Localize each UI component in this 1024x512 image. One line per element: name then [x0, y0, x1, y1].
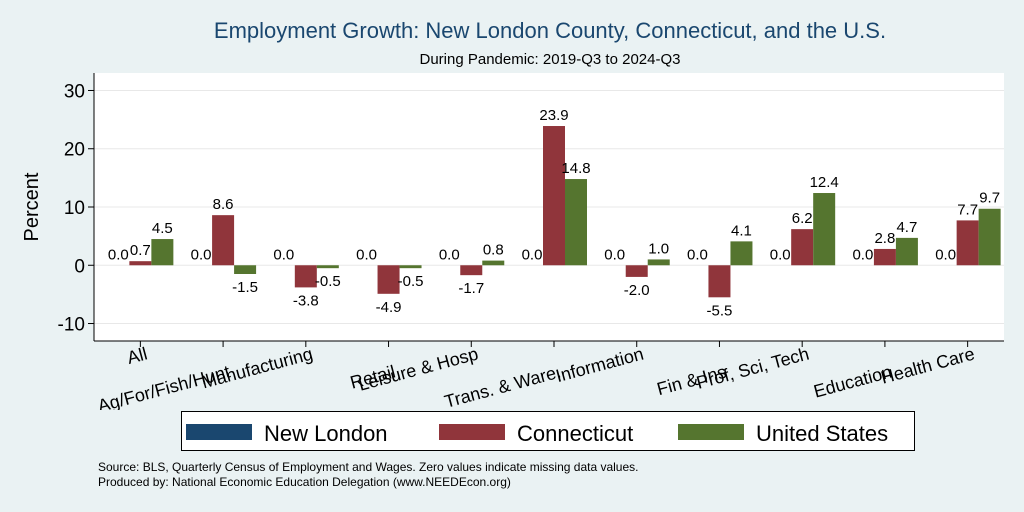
chart-subtitle: During Pandemic: 2019-Q3 to 2024-Q3	[419, 51, 681, 68]
data-label-connecticut-fin-ins: -5.5	[707, 302, 733, 319]
bar-connecticut-retail	[377, 265, 400, 294]
bar-united-states-manufacturing	[316, 265, 339, 269]
data-label-new-london-education: 0.0	[852, 246, 873, 263]
data-label-connecticut-information: -2.0	[624, 282, 650, 299]
y-tick-label: -10	[58, 315, 85, 336]
data-label-new-london-prof-sci-tech: 0.0	[770, 246, 791, 263]
bar-connecticut-information	[625, 265, 648, 277]
bar-united-states-retail	[399, 265, 422, 269]
data-label-united-states-trans-ware: 14.8	[561, 160, 590, 177]
bar-united-states-trans-ware	[565, 179, 587, 266]
bar-united-states-prof-sci-tech	[813, 193, 836, 266]
data-label-united-states-retail: -0.5	[398, 273, 424, 290]
data-label-new-london-leisure-hosp: 0.0	[439, 246, 460, 263]
y-tick-label: 20	[64, 140, 85, 161]
data-label-connecticut-leisure-hosp: -1.7	[458, 280, 484, 297]
data-label-united-states-ag-for-fish-hunt: -1.5	[232, 279, 258, 296]
data-label-connecticut-manufacturing: -3.8	[293, 292, 319, 309]
data-label-united-states-all: 4.5	[152, 220, 173, 237]
data-label-new-london-manufacturing: 0.0	[273, 246, 294, 263]
bar-connecticut-fin-ins	[708, 265, 731, 298]
x-tick-label-all: All	[125, 344, 150, 368]
data-label-connecticut-ag-for-fish-hunt: 8.6	[213, 196, 234, 213]
data-label-connecticut-prof-sci-tech: 6.2	[792, 210, 813, 227]
data-label-united-states-prof-sci-tech: 12.4	[810, 174, 839, 191]
bar-connecticut-health-care	[956, 220, 979, 266]
bar-united-states-ag-for-fish-hunt	[234, 265, 257, 274]
y-tick-label: 0	[74, 256, 85, 277]
x-tick-label-prof-sci-tech: Prof, Sci, Tech	[694, 344, 811, 393]
data-label-connecticut-all: 0.7	[130, 242, 151, 259]
bar-united-states-leisure-hosp	[482, 260, 505, 266]
bar-united-states-information	[647, 259, 670, 266]
bar-connecticut-manufacturing	[294, 265, 317, 288]
data-label-new-london-ag-for-fish-hunt: 0.0	[191, 246, 212, 263]
bar-connecticut-ag-for-fish-hunt	[212, 215, 235, 266]
bar-connecticut-leisure-hosp	[460, 265, 483, 276]
data-label-new-london-trans-ware: 0.0	[522, 246, 543, 263]
x-tick-label-manufacturing: Manufacturing	[199, 344, 314, 393]
data-label-connecticut-education: 2.8	[874, 230, 895, 247]
data-label-connecticut-health-care: 7.7	[957, 201, 978, 218]
chart-title: Employment Growth: New London County, Co…	[213, 18, 887, 43]
data-label-connecticut-trans-ware: 23.9	[539, 107, 568, 124]
data-label-new-london-all: 0.0	[108, 246, 129, 263]
data-label-united-states-leisure-hosp: 0.8	[483, 242, 504, 259]
bar-united-states-fin-ins	[730, 241, 753, 266]
data-label-united-states-education: 4.7	[896, 219, 917, 236]
data-label-united-states-health-care: 9.7	[979, 190, 1000, 207]
legend-swatch-new-london	[186, 424, 252, 440]
bar-united-states-health-care	[978, 208, 1001, 266]
data-label-united-states-manufacturing: -0.5	[315, 273, 341, 290]
data-label-united-states-information: 1.0	[648, 240, 669, 257]
bars	[129, 126, 1001, 298]
bar-united-states-education	[895, 237, 918, 266]
legend-swatch-united-states	[678, 424, 744, 440]
y-tick-label: 10	[64, 198, 85, 219]
produced-by-note: Produced by: National Economic Education…	[98, 475, 511, 489]
y-tick-label: 30	[64, 81, 85, 102]
x-tick-label-trans-ware: Trans. & Ware.	[442, 362, 563, 410]
legend-label-new-london: New London	[264, 421, 388, 446]
bar-united-states-all	[151, 239, 174, 266]
y-axis-label: Percent	[21, 172, 43, 241]
x-tick-label-information: Information	[554, 344, 646, 387]
source-note: Source: BLS, Quarterly Census of Employm…	[98, 460, 639, 474]
data-label-new-london-retail: 0.0	[356, 246, 377, 263]
legend: New London Connecticut United States	[181, 411, 915, 451]
bar-connecticut-education	[873, 248, 896, 266]
legend-label-connecticut: Connecticut	[517, 421, 634, 446]
legend-label-united-states: United States	[756, 421, 889, 446]
y-ticks: -10 0 10 20 30	[58, 81, 94, 336]
data-labels: 0.0 0.74.50.08.6-1.50.0-3.8-0.50.0-4.9-0.…	[108, 107, 1000, 319]
data-label-new-london-information: 0.0	[604, 246, 625, 263]
bar-connecticut-all	[129, 261, 152, 266]
x-tick-label-health-care: Health Care	[879, 344, 977, 388]
data-label-new-london-health-care: 0.0	[935, 246, 956, 263]
legend-swatch-connecticut	[439, 424, 505, 440]
data-label-united-states-fin-ins: 4.1	[731, 222, 752, 239]
data-label-new-london-fin-ins: 0.0	[687, 246, 708, 263]
data-label-connecticut-retail: -4.9	[376, 299, 402, 316]
bar-connecticut-trans-ware	[543, 126, 565, 266]
bar-connecticut-prof-sci-tech	[791, 229, 814, 266]
